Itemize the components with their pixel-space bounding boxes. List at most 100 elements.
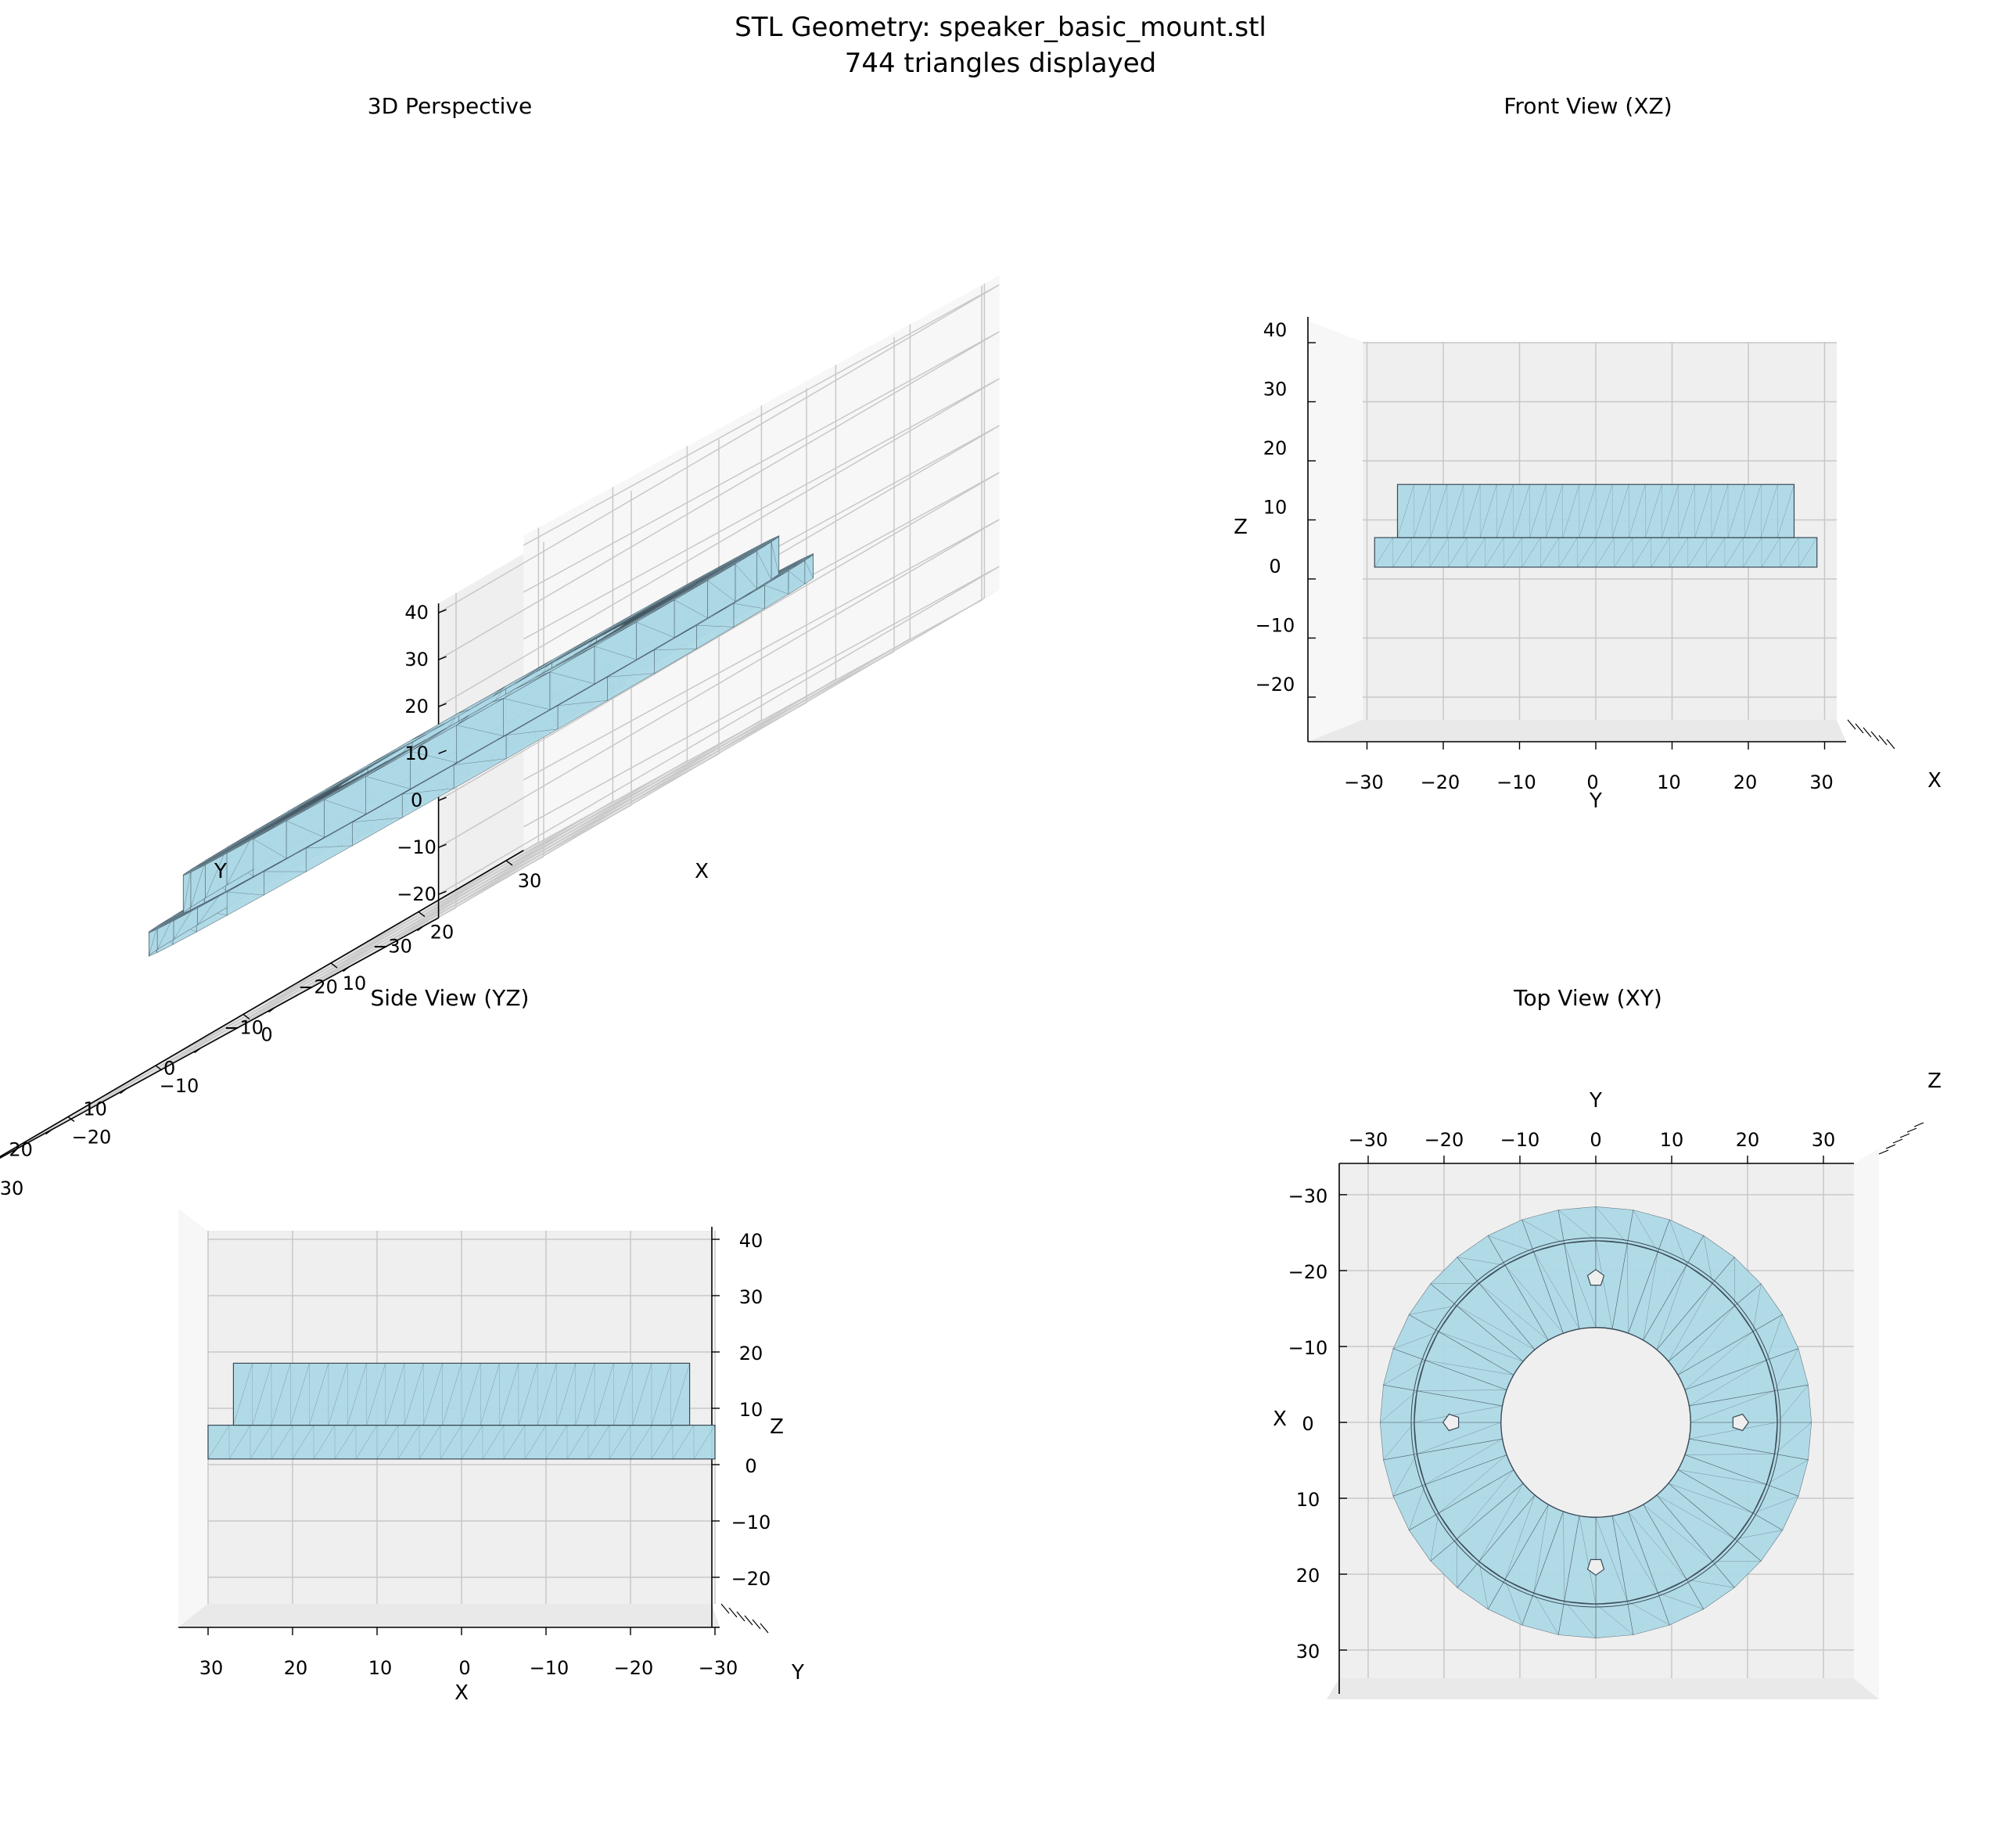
side-v-label: Z [770, 1415, 784, 1439]
side-v-tick: 10 [739, 1399, 763, 1421]
side-v-tick: −10 [731, 1512, 771, 1533]
front-view: Front View (XZ) −30 −20 −10 0 10 20 30 40 30 20 10… [1234, 93, 1942, 813]
mount-hole [1442, 1413, 1460, 1432]
front-v-tick: 40 [1263, 319, 1288, 341]
side-mesh [207, 1362, 716, 1460]
front-h-tick: −10 [1496, 771, 1536, 793]
front-title: Front View (XZ) [1503, 93, 1672, 119]
front-v-label: Z [1234, 516, 1248, 539]
perspective-x-tick: 20 [430, 921, 454, 943]
side-h-tick: 30 [199, 1657, 224, 1679]
top-v-tick: 20 [1296, 1565, 1320, 1587]
top-h-tick: 30 [1812, 1129, 1836, 1151]
perspective-x-tick: −20 [72, 1126, 112, 1148]
side-boss [232, 1362, 691, 1426]
front-boss [1396, 484, 1795, 538]
perspective-y-tick: 20 [9, 1139, 33, 1161]
mount-hole [1586, 1268, 1605, 1286]
top-depth-label: Z [1927, 1070, 1942, 1093]
perspective-z-tick: −20 [397, 883, 436, 905]
side-v-tick: 40 [739, 1230, 763, 1252]
perspective-ticks: 30−3020−2010−1000−1010−2020−303040302010… [0, 602, 542, 1199]
top-v-tick: 10 [1296, 1489, 1320, 1511]
side-floor-pane [178, 1604, 720, 1627]
side-h-tick: 10 [368, 1657, 393, 1679]
side-h-tick: −30 [699, 1657, 738, 1679]
top-h-tick: −30 [1349, 1129, 1388, 1151]
top-v-tick: −20 [1288, 1261, 1328, 1283]
front-v-tick: −10 [1256, 615, 1295, 637]
top-h-tick: −20 [1424, 1129, 1464, 1151]
side-flange [207, 1424, 716, 1460]
perspective-z-tick: 0 [411, 789, 422, 811]
side-h-tick: 20 [284, 1657, 308, 1679]
front-h-tick: −20 [1421, 771, 1460, 793]
top-h-label: Y [1589, 1089, 1602, 1113]
front-h-tick: 30 [1809, 771, 1834, 793]
top-mesh [1379, 1206, 1812, 1639]
front-floor-pane [1308, 720, 1846, 742]
top-v-tick: 30 [1296, 1641, 1320, 1663]
perspective-y-label: Y [214, 860, 227, 883]
top-v-tick: −30 [1288, 1185, 1328, 1207]
side-h-tick: −20 [614, 1657, 654, 1679]
top-title: Top View (XY) [1513, 985, 1662, 1011]
top-bottom-pane [1327, 1678, 1879, 1699]
top-v-label: X [1273, 1408, 1287, 1431]
side-v-tick: 20 [739, 1343, 763, 1364]
figure-title: STL Geometry: speaker_basic_mount.stl [735, 12, 1266, 43]
front-v-tick: −20 [1256, 674, 1295, 696]
perspective-x-tick: 10 [343, 973, 367, 994]
top-view: Top View (XY) −30 −30 −20 −20 −10 −10 0 0 10 10 20… [1273, 985, 1942, 1699]
perspective-z-tick: 10 [404, 742, 429, 764]
side-left-pane [178, 1209, 207, 1627]
perspective-z-tick: 30 [404, 649, 429, 671]
front-v-tick: 20 [1263, 437, 1288, 459]
perspective-y-tick: 0 [163, 1058, 175, 1080]
perspective-x-label: X [695, 860, 709, 883]
top-boss-edge [1414, 1240, 1778, 1605]
figure-subtitle: 744 triangles displayed [845, 48, 1157, 79]
mount-hole [1586, 1559, 1605, 1577]
perspective-x-tick: −10 [160, 1075, 199, 1097]
front-ticks: −30 −20 −10 0 10 20 30 40 30 20 10 0 −10 −20 [1256, 319, 1895, 793]
front-h-tick: −30 [1344, 771, 1384, 793]
side-h-tick: −10 [530, 1657, 569, 1679]
front-left-pane [1308, 321, 1363, 742]
front-mesh [1374, 484, 1818, 568]
top-h-tick: 0 [1590, 1129, 1601, 1151]
side-h-label: X [454, 1681, 469, 1705]
top-v-tick: 0 [1302, 1413, 1313, 1435]
perspective-x-tick: 0 [260, 1023, 272, 1045]
perspective-x-tick: −30 [0, 1177, 23, 1199]
top-center-bore [1500, 1327, 1691, 1518]
top-ticks: −30 −30 −20 −20 −10 −10 0 0 10 10 20 20 30 30 [1288, 1122, 1924, 1663]
top-v-tick: −10 [1288, 1337, 1328, 1359]
side-v-tick: −20 [731, 1568, 771, 1590]
front-v-tick: 30 [1263, 379, 1288, 401]
perspective-z-tick: −10 [397, 836, 436, 858]
top-h-tick: 10 [1660, 1129, 1684, 1151]
front-h-tick: 20 [1733, 771, 1758, 793]
perspective-y-tick: 10 [83, 1098, 107, 1120]
side-h-tick: 0 [458, 1657, 470, 1679]
front-v-tick: 0 [1269, 555, 1281, 577]
front-h-label: Y [1589, 789, 1602, 813]
perspective-x-tick: 30 [518, 870, 542, 892]
side-v-tick: 30 [739, 1286, 763, 1308]
side-v-tick: 0 [745, 1455, 756, 1477]
perspective-mesh [148, 535, 814, 957]
top-h-tick: 20 [1736, 1129, 1760, 1151]
side-ticks: 30 20 10 0 −10 −20 −30 40 30 20 10 0 −10 −20 [199, 1230, 771, 1679]
side-title: Side View (YZ) [371, 985, 530, 1011]
perspective-title: 3D Perspective [368, 93, 532, 119]
top-boss-edge-outer [1410, 1237, 1781, 1608]
perspective-y-tick: −10 [224, 1017, 264, 1039]
front-flange [1374, 537, 1818, 568]
front-depth-label: X [1927, 769, 1942, 793]
front-h-tick: 0 [1586, 771, 1598, 793]
front-h-tick: 10 [1657, 771, 1681, 793]
perspective-y-tick: −20 [298, 976, 338, 998]
perspective-y-tick: −30 [372, 936, 412, 958]
